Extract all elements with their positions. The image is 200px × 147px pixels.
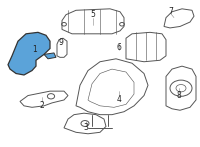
Polygon shape [44,53,56,59]
Text: 9: 9 [59,38,63,47]
Text: 4: 4 [117,95,121,105]
Text: 2: 2 [40,101,44,110]
Text: 7: 7 [169,7,173,16]
Text: 1: 1 [33,45,37,55]
Text: 8: 8 [177,91,181,100]
Text: 5: 5 [91,10,95,19]
Polygon shape [8,32,50,75]
Text: 3: 3 [84,123,88,132]
Text: 6: 6 [117,42,121,52]
